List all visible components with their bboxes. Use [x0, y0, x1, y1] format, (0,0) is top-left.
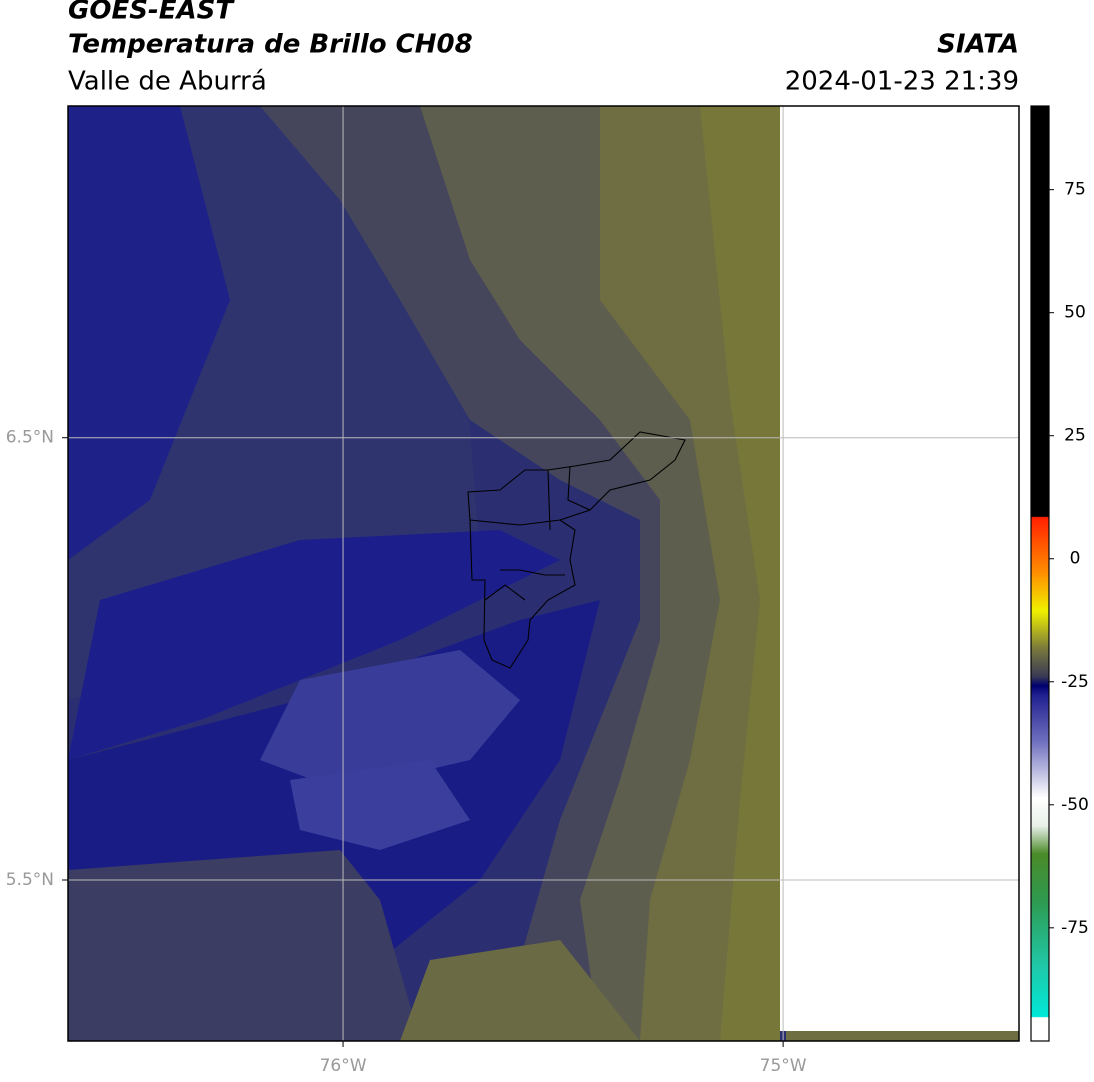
map-frame — [67, 105, 1020, 1042]
region: Valle de Aburrá — [68, 67, 267, 97]
colorbar-tick-label: 75 — [1064, 180, 1086, 200]
subtitle: Temperatura de Brillo CH08 — [68, 30, 473, 60]
datetime: 2024-01-23 21:39 — [785, 67, 1019, 97]
y-tick-label: 5.5°N — [6, 870, 54, 890]
colorbar-tick-label: -75 — [1061, 918, 1089, 938]
title: GOES-EAST — [68, 0, 235, 26]
y-tick-label: 6.5°N — [6, 428, 54, 448]
colorbar-tick-label: -50 — [1061, 795, 1089, 815]
colorbar-tick-label: 0 — [1070, 549, 1081, 569]
satellite-image — [68, 106, 1019, 1041]
x-tick-label: 76°W — [320, 1056, 367, 1076]
colorbar — [1030, 105, 1050, 1042]
colorbar-tick-label: 50 — [1064, 303, 1086, 323]
source: SIATA — [937, 30, 1019, 60]
colorbar-tick-label: 25 — [1064, 426, 1086, 446]
colorbar-tick-label: -25 — [1061, 672, 1089, 692]
municipal-boundaries — [467, 431, 686, 669]
x-tick-label: 75°W — [760, 1056, 807, 1076]
